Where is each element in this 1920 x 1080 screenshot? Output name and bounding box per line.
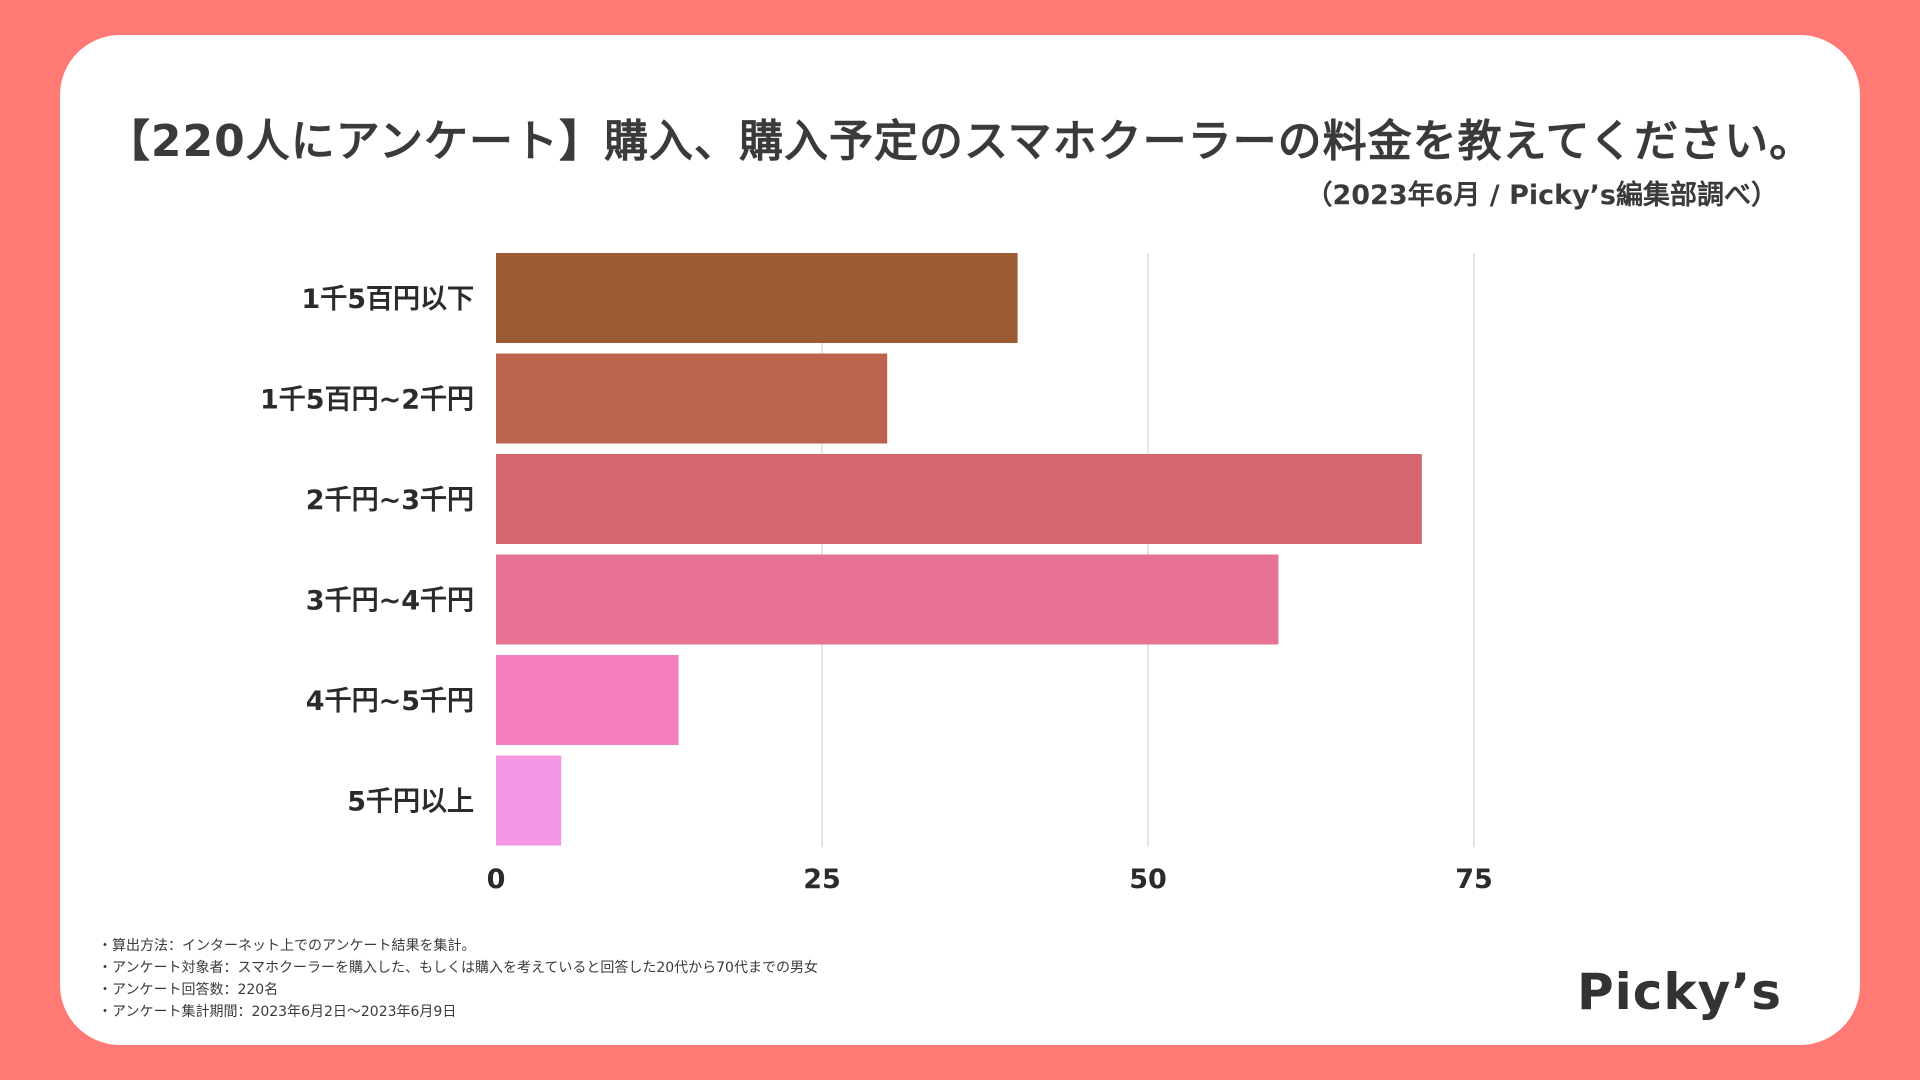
category-label: 3千円~4千円 — [306, 586, 474, 617]
x-tick-label: 75 — [1455, 864, 1493, 895]
note-target: ・アンケート対象者：スマホクーラーを購入した、もしくは購入を考えていると回答した… — [98, 960, 818, 976]
bar-3 — [496, 454, 1422, 544]
x-tick-labels: 0 25 50 75 — [487, 864, 1493, 895]
grid-lines — [821, 253, 1475, 847]
bar-1 — [496, 253, 1018, 343]
note-count: ・アンケート回答数：220名 — [98, 982, 279, 998]
note-period: ・アンケート集計期間：2023年6月2日〜2023年6月9日 — [98, 1004, 457, 1020]
bar-2 — [496, 353, 888, 444]
chart-title: 【220人にアンケート】購入、購入予定のスマホクーラーの料金を教えてください。 — [105, 116, 1815, 167]
chart-subtitle: （2023年6月 / Picky’s編集部調べ） — [1305, 180, 1778, 211]
note-method: ・算出方法：インターネット上でのアンケート結果を集計。 — [98, 938, 476, 954]
x-tick-label: 50 — [1129, 864, 1167, 895]
category-labels: 1千5百円以下 1千5百円~2千円 2千円~3千円 3千円~4千円 4千円~5千円 5千円… — [260, 284, 474, 818]
brand-logo: Picky’s — [1576, 963, 1782, 1021]
category-label: 5千円以上 — [347, 787, 474, 818]
x-tick-label: 0 — [487, 864, 506, 895]
survey-notes: ・算出方法：インターネット上でのアンケート結果を集計。 ・アンケート対象者：スマ… — [98, 935, 818, 1023]
category-label: 4千円~5千円 — [306, 686, 474, 717]
x-tick-label: 25 — [803, 864, 841, 895]
bar-6 — [496, 755, 562, 846]
category-label: 1千5百円~2千円 — [260, 385, 474, 416]
category-label: 1千5百円以下 — [301, 284, 474, 315]
bar-4 — [496, 554, 1279, 645]
card: 【220人にアンケート】購入、購入予定のスマホクーラーの料金を教えてください。 … — [60, 35, 1860, 1045]
bar-5 — [496, 655, 679, 745]
bars — [496, 253, 1422, 846]
bar-chart: 1千5百円以下 1千5百円~2千円 2千円~3千円 3千円~4千円 4千円~5千円 5千円… — [260, 253, 1493, 895]
category-label: 2千円~3千円 — [306, 485, 474, 516]
